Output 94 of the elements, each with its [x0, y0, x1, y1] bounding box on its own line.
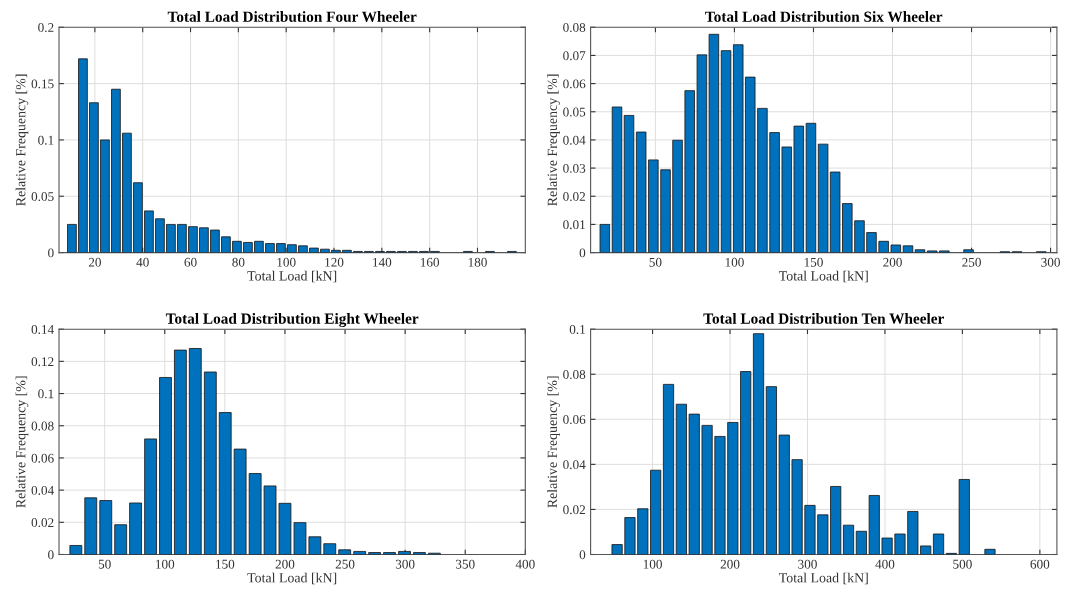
x-axis-title: Total Load [kN] — [778, 572, 868, 585]
y-tick-label: 0.04 — [563, 460, 586, 470]
chart-title: Total Load Distribution Eight Wheeler — [165, 313, 419, 327]
bar — [188, 348, 202, 555]
y-tick-label: 0.06 — [563, 79, 586, 89]
y-tick-label: 0.05 — [563, 107, 586, 117]
y-tick-label: 0.1 — [569, 324, 585, 334]
x-tick-label: 300 — [1041, 257, 1060, 267]
bar — [662, 383, 675, 555]
y-tick-label: 0.04 — [31, 485, 54, 495]
bar — [218, 412, 232, 555]
y-tick-label: 0.08 — [563, 370, 586, 380]
x-tick-label: 150 — [804, 257, 823, 267]
bar — [174, 349, 187, 555]
x-tick-label: 300 — [798, 559, 817, 569]
y-axis-title: Relative Frequency [%] — [15, 376, 29, 508]
x-tick-label: 200 — [275, 559, 295, 569]
x-tick-label: 140 — [373, 257, 392, 267]
chart-title: Total Load Distribution Six Wheeler — [705, 11, 943, 22]
x-tick-label: 180 — [468, 257, 487, 267]
y-tick-label: 0 — [579, 550, 586, 560]
y-tick-label: 0.2 — [38, 23, 54, 33]
y-tick-label: 0 — [579, 248, 586, 258]
y-tick-label: 0.15 — [31, 79, 54, 89]
y-tick-label: 0.06 — [31, 453, 54, 463]
y-tick-label: 0.1 — [38, 135, 54, 145]
x-tick-label: 400 — [515, 559, 535, 569]
x-tick-label: 100 — [156, 559, 175, 569]
x-tick-label: 50 — [649, 257, 662, 267]
x-tick-label: 100 — [643, 559, 662, 569]
y-tick-label: 0.01 — [563, 220, 585, 230]
bar — [914, 249, 926, 253]
x-tick-label: 160 — [420, 257, 440, 267]
y-tick-label: 0.03 — [563, 163, 586, 173]
bar — [84, 497, 98, 555]
x-tick-label: 50 — [98, 559, 111, 569]
y-axis-title: Relative Frequency [%] — [547, 376, 560, 508]
x-tick-label: 200 — [883, 257, 902, 267]
x-tick-label: 80 — [232, 257, 245, 267]
y-tick-label: 0.02 — [31, 518, 54, 528]
x-tick-label: 20 — [88, 257, 101, 267]
x-tick-label: 150 — [216, 559, 235, 569]
x-tick-label: 250 — [962, 257, 981, 267]
bar — [338, 549, 352, 555]
x-tick-label: 40 — [136, 257, 149, 267]
bar — [963, 249, 974, 253]
y-tick-label: 0.02 — [563, 192, 586, 202]
chart-title: Total Load Distribution Ten Wheeler — [703, 313, 944, 324]
y-tick-label: 0.08 — [31, 421, 54, 431]
y-tick-label: 0.12 — [31, 357, 54, 367]
bar — [984, 548, 996, 555]
bar — [623, 115, 635, 253]
bar — [323, 543, 337, 555]
y-tick-label: 0.07 — [563, 51, 586, 61]
x-tick-label: 100 — [725, 257, 744, 267]
bar — [752, 333, 765, 555]
x-axis-title: Total Load [kN] — [247, 572, 337, 585]
x-tick-label: 200 — [720, 559, 740, 569]
bar — [902, 245, 914, 253]
bar — [203, 371, 217, 555]
y-axis-title: Relative Frequency [%] — [15, 74, 29, 206]
bar — [99, 500, 113, 555]
bar — [842, 524, 855, 555]
chart-title: Total Load Distribution Four Wheeler — [167, 11, 417, 22]
y-tick-label: 0 — [48, 550, 54, 560]
x-tick-label: 350 — [455, 559, 475, 569]
bar — [129, 502, 142, 555]
bar — [159, 377, 172, 555]
y-tick-label: 0.02 — [563, 505, 586, 515]
y-axis-title: Relative Frequency [%] — [547, 74, 560, 206]
x-tick-label: 600 — [1030, 559, 1050, 569]
y-tick-label: 0.14 — [31, 324, 54, 334]
x-axis-title: Total Load [kN] — [778, 270, 868, 283]
y-tick-label: 0.1 — [38, 389, 54, 399]
y-tick-label: 0.06 — [563, 415, 586, 425]
y-tick-label: 0.05 — [31, 192, 54, 202]
x-tick-label: 60 — [184, 257, 197, 267]
bar — [932, 533, 945, 555]
y-tick-label: 0.04 — [563, 135, 586, 145]
x-axis-title: Total Load [kN] — [247, 270, 337, 283]
bar — [611, 106, 623, 253]
bar — [599, 223, 611, 253]
y-tick-label: 0 — [48, 248, 54, 258]
bar — [69, 545, 83, 555]
x-tick-label: 400 — [875, 559, 895, 569]
x-tick-label: 500 — [953, 559, 972, 569]
y-tick-label: 0.08 — [563, 23, 586, 33]
bar — [144, 438, 157, 555]
x-tick-label: 300 — [395, 559, 415, 569]
x-tick-label: 120 — [325, 257, 344, 267]
bar — [114, 524, 128, 555]
x-tick-label: 100 — [277, 257, 296, 267]
bar — [233, 448, 247, 555]
x-tick-label: 250 — [335, 559, 355, 569]
